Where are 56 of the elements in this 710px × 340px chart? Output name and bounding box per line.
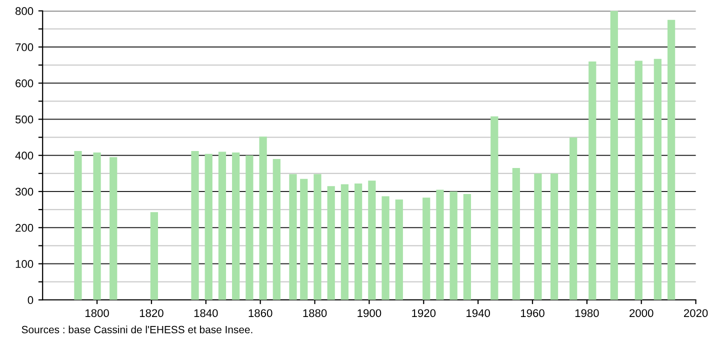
y-tick-label: 800 <box>16 7 34 16</box>
bar <box>550 173 558 300</box>
x-tick-label: 2020 <box>684 309 708 318</box>
bar <box>436 190 444 300</box>
bar <box>512 168 520 300</box>
bar <box>300 178 308 300</box>
bar <box>232 152 240 300</box>
y-tick-label: 600 <box>16 79 34 88</box>
bar <box>463 194 471 300</box>
y-tick-label: 500 <box>15 116 34 124</box>
bar <box>382 196 390 300</box>
y-tick-label: 0 <box>28 296 34 304</box>
bar <box>395 199 403 300</box>
bar <box>570 137 578 300</box>
bar <box>654 58 662 300</box>
y-tick-label: 700 <box>16 43 34 52</box>
bar <box>588 61 596 300</box>
bar <box>368 180 376 300</box>
bar <box>150 212 158 300</box>
bar <box>634 60 642 300</box>
bar <box>340 184 349 300</box>
x-tick-label: 1880 <box>303 309 327 318</box>
bar <box>327 186 335 300</box>
y-tick-label: 300 <box>15 188 34 196</box>
y-tick-label: 400 <box>15 152 34 160</box>
bar <box>450 192 458 300</box>
bar <box>534 173 542 300</box>
bar <box>246 155 254 300</box>
bar <box>204 154 212 300</box>
bar <box>289 174 297 300</box>
bar <box>314 174 322 300</box>
bar <box>259 136 267 300</box>
bar <box>218 152 226 300</box>
x-tick-label: 1840 <box>194 309 218 318</box>
x-tick-label: 1920 <box>412 309 436 318</box>
x-tick-label: 2000 <box>630 309 654 318</box>
bar <box>490 116 498 300</box>
source-note: Sources : base Cassini de l'EHESS et base Insee. <box>22 326 252 334</box>
bar <box>110 157 118 300</box>
x-tick-label: 1960 <box>520 309 544 318</box>
x-tick-label: 1940 <box>466 309 490 318</box>
y-tick-label: 200 <box>16 224 34 232</box>
x-tick-label: 1860 <box>248 309 272 318</box>
bar <box>422 198 430 300</box>
y-tick-label: 100 <box>16 260 34 268</box>
bar <box>354 184 362 300</box>
bar <box>74 151 82 300</box>
bar <box>610 10 618 300</box>
x-tick-label: 1800 <box>86 309 109 318</box>
bar <box>272 158 280 300</box>
x-tick-label: 1900 <box>358 309 382 318</box>
bar <box>191 151 199 300</box>
bar <box>667 20 676 300</box>
bar <box>93 152 101 300</box>
x-tick-label: 1980 <box>575 309 599 318</box>
x-tick-label: 1820 <box>140 309 164 318</box>
